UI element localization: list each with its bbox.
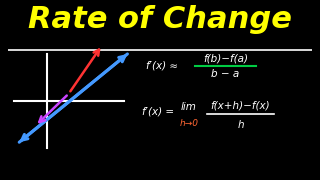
Text: Rate of Change: Rate of Change (28, 5, 292, 34)
Text: h→0: h→0 (180, 119, 198, 128)
Text: f′(x) =: f′(x) = (142, 107, 174, 117)
Text: b − a: b − a (211, 69, 239, 79)
Text: lim: lim (181, 102, 197, 112)
Text: f′(x) ≈: f′(x) ≈ (146, 61, 179, 71)
Text: f(b)−f(a): f(b)−f(a) (203, 53, 248, 64)
Text: f(x+h)−f(x): f(x+h)−f(x) (211, 100, 270, 110)
Text: h: h (237, 120, 244, 130)
